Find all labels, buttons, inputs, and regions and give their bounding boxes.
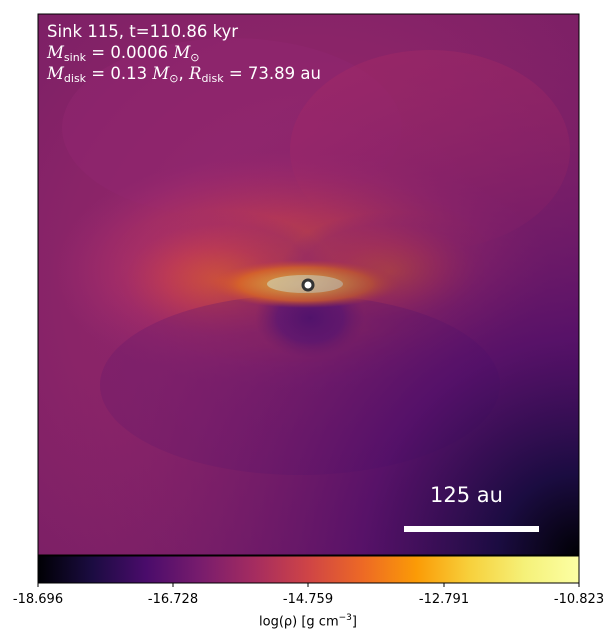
scale-bar-label: 125 au [430, 483, 503, 507]
annotation-msink: Msink = 0.0006 M⊙ [47, 43, 200, 64]
sink-marker [301, 278, 315, 292]
density-map [38, 14, 579, 555]
colorbar-tick-label: -14.759 [282, 592, 334, 607]
colorbar-tick-label: -16.728 [147, 592, 199, 607]
msink-value: 0.0006 [110, 43, 169, 62]
colorbar-tick-label: -18.696 [12, 592, 64, 607]
colorbar-label: log(ρ) [g cm−3] [259, 613, 357, 629]
scale-bar [404, 526, 539, 532]
annotation-mdisk: Mdisk = 0.13 M⊙, Rdisk = 73.89 au [47, 64, 321, 85]
colorbar-label-text: log(ρ) [g cm [259, 614, 339, 630]
plot-frame [37, 13, 580, 556]
colorbar [38, 556, 579, 583]
mdisk-value: 0.13 [110, 64, 148, 83]
colorbar-tick-label: -10.823 [553, 592, 605, 607]
annotation-title: Sink 115, t=110.86 kyr [47, 22, 239, 41]
colorbar-label-exponent: −3 [338, 613, 352, 623]
rdisk-value: 73.89 [247, 64, 296, 83]
colorbar-tick-label: -12.791 [418, 592, 470, 607]
colorbar-label-close: ] [351, 614, 357, 630]
colorbar-ticks [37, 583, 580, 587]
